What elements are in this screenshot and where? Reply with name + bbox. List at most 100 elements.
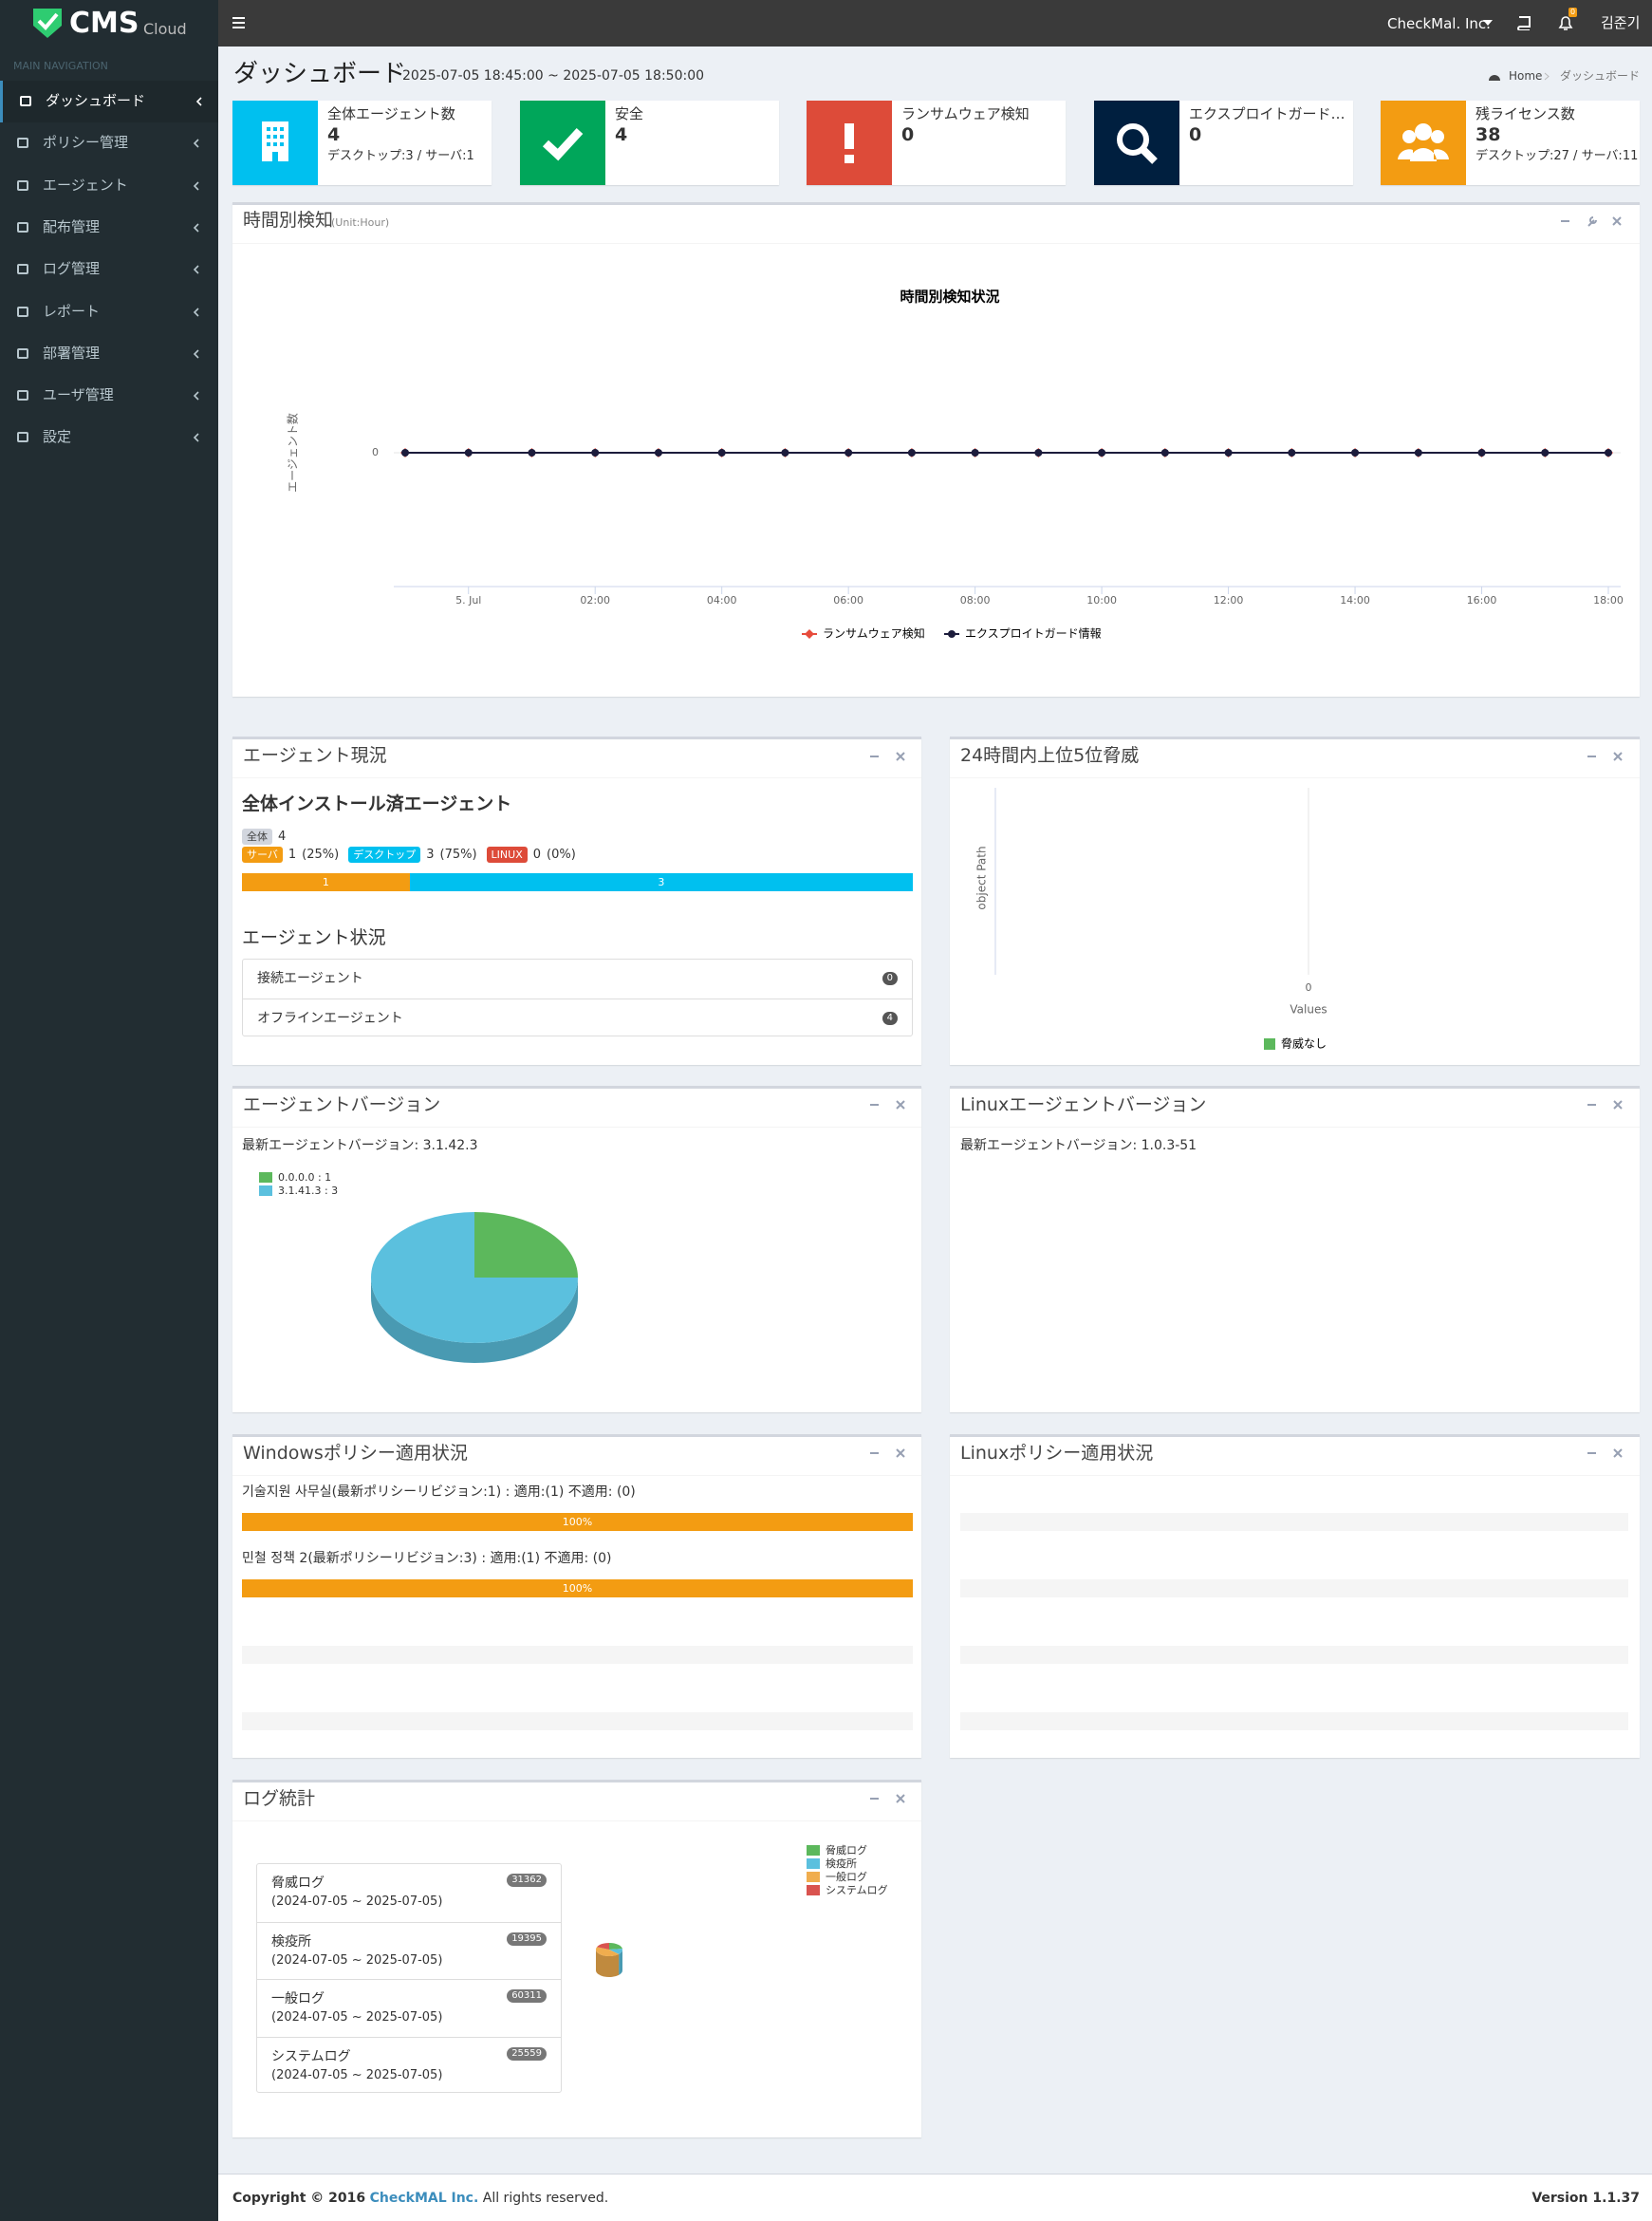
info-value: 38 (1476, 124, 1501, 145)
log-row: 検疫所 (2024-07-05 ~ 2025-07-05) 19395 (257, 1921, 561, 1980)
nav-chevron (193, 265, 199, 274)
type-count: 0 (532, 848, 542, 863)
version: Version 1.1.37 (1531, 2191, 1640, 2206)
nav-item[interactable]: ダッシュボード (0, 81, 218, 122)
type-count: 1 (288, 848, 297, 863)
logo-area[interactable]: CMS Cloud (0, 0, 218, 47)
latest-version: 最新エージェントバージョン: 3.1.42.3 (242, 1138, 478, 1153)
log-name: 検疫所 (271, 1933, 311, 1950)
nav-item[interactable]: レポート (0, 291, 218, 333)
notification-badge: 0 (1568, 8, 1578, 17)
badge: サーバ (242, 847, 283, 864)
nav-label: 部署管理 (43, 344, 101, 362)
agent-bar-segment: 1 (242, 873, 410, 891)
rights: All rights reserved. (482, 2191, 609, 2206)
breadcrumb-current: ダッシュボード (1560, 69, 1641, 83)
panel-title: 24時間内上位5位脅威 (960, 745, 1140, 766)
panel-title: 時間別検知 (243, 210, 334, 231)
nav-label: 配布管理 (43, 217, 101, 235)
policy-bar: 100% (242, 1513, 913, 1531)
company-menu[interactable]: CheckMal. Inc. (1387, 15, 1491, 32)
company-link[interactable]: CheckMAL Inc. (369, 2191, 479, 2206)
type-row: サーバ 1 (25%) デスクトップ 3 (75%) LINUX 0 (0%) (242, 847, 580, 864)
agent-subtitle: 全体インストール済エージェント (242, 793, 512, 814)
log-period: (2024-07-05 ~ 2025-07-05) (271, 1952, 443, 1968)
menu-toggle[interactable] (232, 16, 247, 29)
page-title: ダッシュボード (233, 60, 407, 88)
nav-icon (20, 96, 31, 106)
total-count: 4 (278, 830, 287, 845)
log-count: 19395 (507, 1932, 547, 1946)
info-label: 全体エージェント数 (327, 105, 455, 122)
info-label: 残ライセンス数 (1476, 105, 1575, 122)
nav-chevron (193, 181, 199, 191)
type-percent: (0%) (547, 848, 576, 863)
info-box: 残ライセンス数 38 デスクトップ:27 / サーバ:11 (1381, 101, 1640, 185)
nav-header: MAIN NAVIGATION (13, 60, 108, 72)
log-name: システムログ (271, 2048, 351, 2064)
nav-label: 設定 (43, 428, 72, 446)
panel-title: Linuxエージェントバージョン (960, 1094, 1207, 1115)
info-icon (807, 101, 892, 185)
book-icon[interactable] (1516, 15, 1531, 30)
badge: LINUX (486, 847, 528, 864)
empty-bar (960, 1646, 1628, 1664)
nav-icon (17, 347, 28, 359)
panel-unit: (Unit:Hour) (331, 216, 390, 229)
nav-label: ダッシュボード (46, 92, 146, 109)
nav-item[interactable]: 設定 (0, 417, 218, 458)
bell-icon[interactable] (1557, 14, 1574, 31)
status-row: オフラインエージェント 4 (243, 999, 912, 1037)
nav-icon (17, 390, 28, 401)
info-box: エクスプロイトガード… 0 (1094, 101, 1353, 185)
empty-bar (242, 1646, 913, 1664)
empty-bar (242, 1712, 913, 1730)
info-icon (232, 101, 318, 185)
info-box: 安全 4 (520, 101, 779, 185)
nav-label: ポリシー管理 (43, 134, 129, 152)
empty-bar (960, 1513, 1628, 1531)
policy-text: 민철 정책 2(最新ポリシーリビジョン:3) : 適用:(1) 不適用: (0) (242, 1551, 612, 1566)
log-row: 脅威ログ (2024-07-05 ~ 2025-07-05) 31362 (257, 1864, 561, 1922)
nav-chevron (193, 391, 199, 401)
footer-copyright: Copyright © 2016 CheckMAL Inc. All right… (232, 2192, 608, 2205)
log-row: 一般ログ (2024-07-05 ~ 2025-07-05) 60311 (257, 1979, 561, 2037)
log-list: 脅威ログ (2024-07-05 ~ 2025-07-05) 31362 検疫所 (20… (256, 1863, 562, 2093)
nav-item[interactable]: ユーザ管理 (0, 375, 218, 417)
nav-label: ユーザ管理 (43, 386, 114, 404)
nav-item[interactable]: エージェント (0, 165, 218, 207)
log-count: 31362 (507, 1874, 547, 1887)
type-percent: (75%) (439, 848, 477, 863)
copyright: Copyright © 2016 (232, 2191, 366, 2206)
info-value: 0 (901, 124, 915, 145)
info-label: エクスプロイトガード… (1189, 105, 1346, 122)
nav-icon (17, 306, 28, 317)
nav-chevron (193, 349, 199, 359)
nav-chevron (193, 139, 199, 148)
logo-sub: Cloud (143, 20, 187, 38)
empty-bar (960, 1579, 1628, 1597)
breadcrumb-sep (1544, 72, 1550, 81)
nav-item[interactable]: 配布管理 (0, 207, 218, 249)
log-count: 25559 (507, 2046, 547, 2061)
agent-bar-segment: 3 (409, 873, 913, 891)
info-label: 安全 (615, 105, 644, 122)
info-icon (1094, 101, 1179, 185)
panel-title: エージェント現況 (243, 745, 387, 766)
latest-version: 最新エージェントバージョン: 1.0.3-51 (960, 1138, 1197, 1153)
user-menu[interactable]: 김준기 (1601, 14, 1641, 31)
status-row: 接続エージェント 0 (243, 960, 912, 999)
log-row: システムログ (2024-07-05 ~ 2025-07-05) 25559 (257, 2036, 561, 2095)
log-count: 60311 (507, 1989, 547, 2003)
logo-text: CMS (69, 7, 139, 40)
caret (1483, 20, 1493, 26)
nav-item[interactable]: 部署管理 (0, 333, 218, 375)
nav-label: エージェント (43, 176, 128, 194)
policy-bar: 100% (242, 1579, 913, 1597)
nav-item[interactable]: ポリシー管理 (0, 122, 218, 164)
policy-text: 기술지원 사무실(最新ポリシーリビジョン:1) : 適用:(1) 不適用: (0… (242, 1484, 636, 1500)
breadcrumb-home[interactable]: Home (1509, 69, 1543, 83)
status-label: オフラインエージェント (257, 1011, 403, 1026)
nav-item[interactable]: ログ管理 (0, 249, 218, 290)
